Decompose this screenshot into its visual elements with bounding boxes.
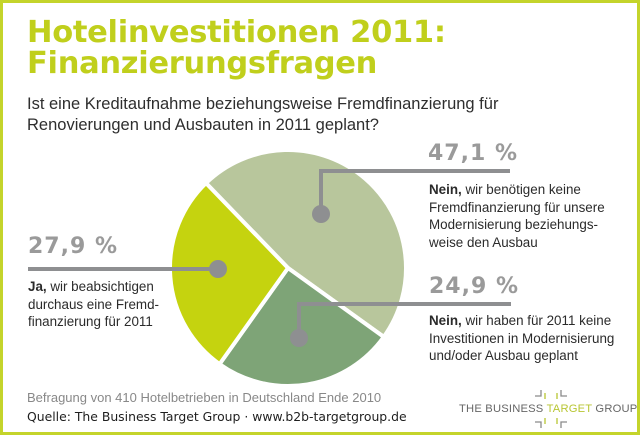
source-note: Quelle: The Business Target Group · www.… — [27, 409, 407, 424]
pie-slice-no-investment — [217, 266, 386, 388]
chart-title: Hotelinvestitionen 2011: Finanzierungsfr… — [27, 17, 446, 79]
percent-label-no-investment: 24,9 % — [429, 274, 519, 299]
question-line-2: Renovierungen und Ausbauten in 2011 gepl… — [27, 116, 379, 134]
logo-wordmark: THE BUSINESS TARGET GROUP — [459, 403, 637, 415]
company-logo: THE BUSINESS TARGET GROUP — [459, 390, 637, 428]
callout-line: finanzierung für 2011 — [28, 314, 153, 329]
callout-bold: Ja, — [28, 279, 47, 294]
callout-line: Nein, wir haben für 2011 keine — [429, 312, 614, 330]
leader-line-no-investment — [297, 302, 511, 338]
callout-line: und/oder Ausbau geplant — [429, 348, 578, 363]
callout-no-financing: Nein, wir benötigen keine Fremdfinanzier… — [429, 181, 605, 251]
logo-text-end: GROUP — [592, 403, 638, 415]
survey-question: Ist eine Kreditaufnahme beziehungsweise … — [27, 94, 498, 136]
leader-line-no-financing — [319, 169, 510, 214]
callout-line: Nein, wir benötigen keine — [429, 181, 605, 199]
callout-bold: Nein, — [429, 313, 462, 328]
logo-text-accent: TARGET — [546, 403, 593, 415]
leader-dot-no-financing — [312, 205, 330, 223]
callout-text: wir benötigen keine — [465, 182, 581, 197]
callout-line: durchaus eine Fremd- — [28, 296, 159, 312]
callout-text: wir haben für 2011 keine — [465, 313, 612, 328]
leader-lines — [28, 169, 511, 347]
callout-line: Investitionen in Modernisierung — [429, 330, 615, 346]
percent-label-yes-financing: 27,9 % — [28, 234, 118, 259]
target-crosshair-icon — [535, 390, 567, 428]
callout-line: Ja, wir beabsichtigen — [28, 278, 159, 296]
pie-slices — [168, 148, 408, 388]
callout-bold: Nein, — [429, 182, 462, 197]
question-line-1: Ist eine Kreditaufnahme beziehungsweise … — [27, 95, 499, 113]
callout-yes-financing: Ja, wir beabsichtigen durchaus eine Frem… — [28, 278, 159, 331]
callout-text: wir beabsichtigen — [50, 279, 154, 294]
callout-line: weise den Ausbau — [429, 234, 538, 250]
callout-no-investment: Nein, wir haben für 2011 keine Investiti… — [429, 312, 614, 365]
title-line-2: Finanzierungsfragen — [27, 46, 378, 81]
pie-slice-no-financing — [204, 148, 408, 339]
survey-note: Befragung von 410 Hotelbetrieben in Deut… — [27, 390, 382, 405]
logo-text-start: THE BUSINESS — [459, 403, 547, 415]
pie-slice-yes-financing — [168, 181, 290, 367]
leader-dot-no-investment — [290, 329, 308, 347]
callout-line: Fremdfinanzierung für unsere — [429, 199, 605, 215]
percent-label-no-financing: 47,1 % — [428, 141, 518, 166]
callout-line: Modernisierung beziehungs- — [429, 217, 598, 232]
title-line-1: Hotelinvestitionen 2011: — [27, 15, 446, 50]
pie-chart — [28, 148, 511, 388]
leader-dot-yes-financing — [209, 260, 227, 278]
